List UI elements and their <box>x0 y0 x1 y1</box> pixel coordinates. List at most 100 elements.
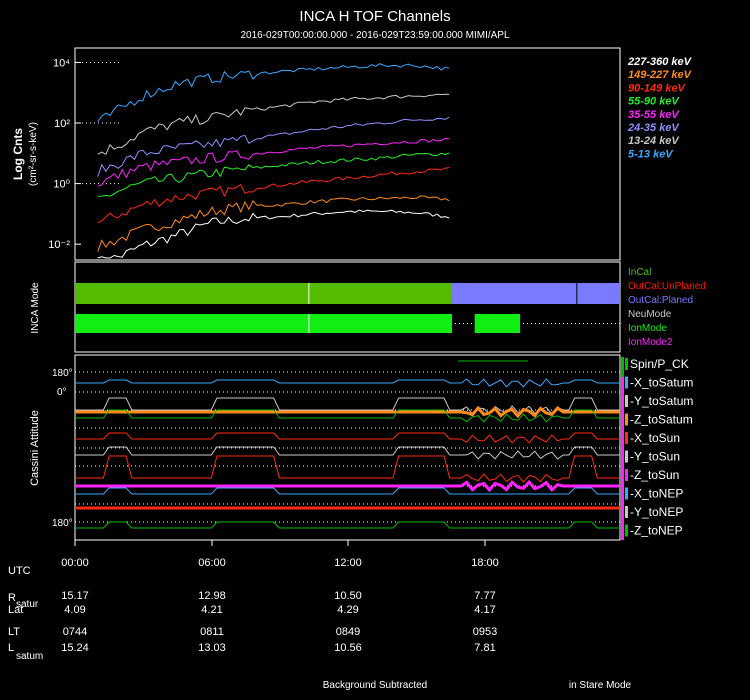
ephemeris-row-sublabel: satur <box>16 599 39 610</box>
ephemeris-value: 13.03 <box>198 642 226 654</box>
ephemeris-value: 10.50 <box>334 590 362 602</box>
tof-legend-entry: 5-13 keV <box>628 148 674 160</box>
attitude-legend: Spin/P_CK -X_toSatum -Y_toSatum -Z_toSatum -… <box>625 357 693 538</box>
ephemeris-row-label: L <box>8 642 14 654</box>
tof-series-90-149-keV <box>97 167 450 224</box>
footer-stare-mode: in Stare Mode <box>569 680 632 691</box>
inca-mode-panel-frame <box>74 261 621 353</box>
attitude-line <box>75 479 620 493</box>
utc-label: UTC <box>8 565 31 577</box>
ephemeris-value: 0849 <box>336 626 360 638</box>
attitude-legend-entry: -Z_toNEP <box>630 524 683 538</box>
tof-legend-entry: 13-24 keV <box>628 135 680 147</box>
attitude-legend-entry: -Y_toSun <box>630 450 680 464</box>
ephemeris-row-label: Lat <box>8 604 23 616</box>
chart-title: INCA H TOF Channels <box>299 8 450 25</box>
attitude-ylabel: Cassini Attitude <box>29 410 41 486</box>
tof-ylabel: Log Cnts <box>11 128 25 180</box>
attitude-legend-entry: -X_toSun <box>630 431 680 445</box>
ephemeris-row-label: R <box>8 592 16 604</box>
mode-legend-entry: OutCal:Planed <box>628 295 693 306</box>
attitude-legend-entry: -X_toSatum <box>630 376 693 390</box>
utc-tick-label: 18:00 <box>471 557 499 569</box>
tof-series-13-24-keV <box>97 93 450 155</box>
ephemeris-value: 0953 <box>473 626 497 638</box>
ephemeris-value: 10.56 <box>334 642 362 654</box>
ephemeris-value: 15.24 <box>61 642 89 654</box>
mode-legend-entry: OutCal:UnPlaned <box>628 281 706 292</box>
tof-series-149-227-keV <box>97 195 450 252</box>
attitude-legend-swatch <box>625 469 628 481</box>
attitude-legend-swatch <box>625 358 628 370</box>
tof-legend-entry: 227-360 keV <box>627 56 693 68</box>
tof-legend-entry: 35-55 keV <box>628 109 680 121</box>
attitude-line <box>75 432 620 444</box>
tof-series-5-13-keV <box>97 63 450 122</box>
attitude-legend-swatch <box>625 413 628 426</box>
mode-segment-OutCal-Planed <box>451 283 620 304</box>
ephemeris-value: 0811 <box>200 626 224 638</box>
ephemeris-value: 7.81 <box>474 642 495 654</box>
tof-legend-entry: 24-35 keV <box>627 122 680 134</box>
attitude-line <box>75 521 620 529</box>
tof-ytick-label: 10² <box>54 118 70 130</box>
attitude-line <box>75 487 620 495</box>
tof-yticks: 10⁴ 10² 10⁰ 10⁻² <box>48 57 81 251</box>
tof-yunits: (cm²-sr-s-keV) <box>28 122 39 186</box>
attitude-legend-entry: -Z_toSatum <box>630 413 693 427</box>
ephemeris-row-label: LT <box>8 626 20 638</box>
attitude-line <box>75 409 620 423</box>
tof-ytick-label: 10⁻² <box>48 239 70 251</box>
attitude-legend-swatch <box>625 450 628 463</box>
attitude-lines <box>75 357 624 540</box>
attitude-legend-swatch <box>625 395 628 407</box>
ephemeris-value: 4.09 <box>64 604 85 616</box>
attitude-legend-entry: -Z_toSun <box>630 468 679 482</box>
tof-series-group <box>97 63 450 259</box>
attitude-edge-bar <box>621 357 624 377</box>
utc-tick-labels: 00:00 06:00 12:00 18:00 <box>61 540 499 569</box>
attitude-line <box>75 397 620 415</box>
tof-series-55-90-keV <box>97 152 450 197</box>
attitude-legend-swatch <box>625 376 628 389</box>
tof-series-35-55-keV <box>97 137 450 187</box>
attitude-legend-swatch <box>625 432 628 444</box>
tof-series-24-35-keV <box>97 116 450 177</box>
tof-ytick-label: 10⁴ <box>53 57 70 69</box>
attitude-ytick-bottom: 180° <box>52 518 73 529</box>
mode-segment-IonMode <box>474 314 521 333</box>
mode-legend-entry: IonMode2 <box>628 337 673 348</box>
footer-background-subtracted: Background Subtracted <box>323 680 428 691</box>
tof-series-227-360-keV <box>97 209 450 259</box>
attitude-legend-swatch <box>625 487 628 500</box>
mode-segment-InCal <box>75 283 452 304</box>
tof-legend-entry: 90-149 keV <box>628 82 687 94</box>
attitude-line <box>75 446 620 460</box>
inca-mode-ylabel: INCA Mode <box>30 282 41 334</box>
tof-ytick-label: 10⁰ <box>53 179 70 191</box>
attitude-legend-swatch <box>625 506 628 518</box>
ephemeris-value: 7.77 <box>474 590 495 602</box>
inca-mode-legend: InCal OutCal:UnPlaned OutCal:Planed NeuMode… <box>628 267 706 348</box>
tof-legend-entry: 55-90 keV <box>628 96 680 108</box>
inca-mode-tracks <box>75 283 620 333</box>
mode-legend-entry: IonMode <box>628 323 667 334</box>
attitude-ytick-zero: 0° <box>57 387 67 398</box>
tof-legend-entry: 149-227 keV <box>628 69 693 81</box>
attitude-legend-entry: Spin/P_CK <box>630 357 689 371</box>
attitude-line <box>75 455 620 483</box>
utc-tick-label: 00:00 <box>61 557 89 569</box>
ephemeris-value: 4.21 <box>201 604 222 616</box>
utc-tick-label: 06:00 <box>198 557 226 569</box>
mode-segment-IonMode <box>75 314 452 333</box>
utc-tick-label: 12:00 <box>334 557 362 569</box>
attitude-line <box>75 405 620 419</box>
mode-legend-entry: InCal <box>628 267 651 278</box>
attitude-legend-swatch <box>625 524 628 537</box>
attitude-legend-entry: -Y_toNEP <box>630 505 683 519</box>
tof-panel-frame <box>74 47 621 261</box>
attitude-ytick-top: 180° <box>52 368 73 379</box>
